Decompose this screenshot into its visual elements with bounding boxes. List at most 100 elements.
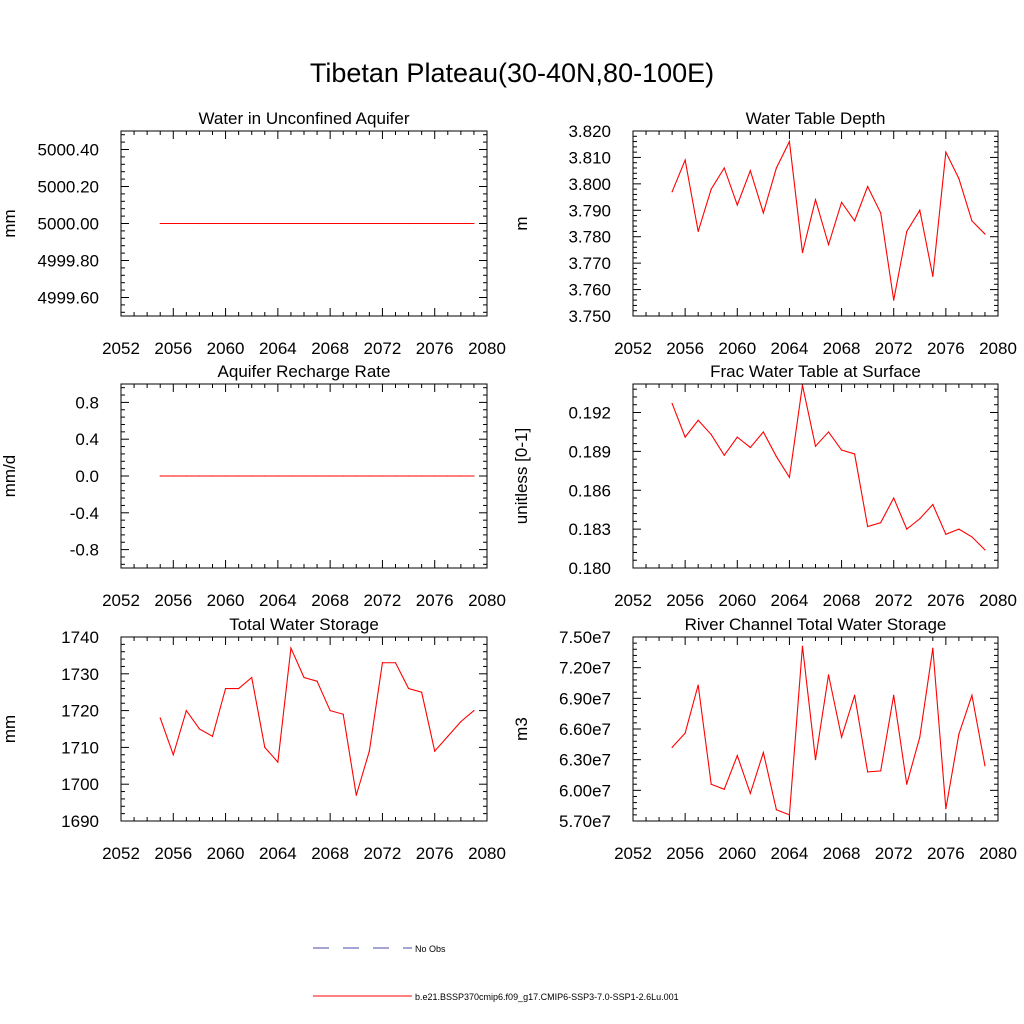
data-point	[880, 212, 882, 214]
data-point	[172, 475, 174, 477]
panels-container: Water in Unconfined Aquifer mm 2052 2056 206…	[0, 109, 1017, 863]
data-point	[710, 783, 712, 785]
data-point	[251, 676, 253, 679]
data-point	[473, 222, 475, 225]
y-tick-label: 1720	[61, 702, 99, 721]
data-point	[329, 222, 331, 225]
data-point	[264, 746, 266, 749]
data-point	[329, 710, 331, 712]
data-point	[447, 475, 449, 477]
data-point	[211, 222, 214, 225]
y-tick-label: 3.810	[568, 148, 611, 167]
y-tick-label: 4999.80	[38, 252, 99, 271]
legend-item-1: b.e21.BSSP370cmip6.f09_g17.CMIP6-SSP3-7.…	[313, 992, 679, 1002]
data-point	[224, 475, 227, 477]
data-point	[919, 518, 921, 520]
x-tick-label: 2064	[259, 339, 297, 358]
x-tick-label: 2064	[259, 591, 297, 610]
data-point	[264, 222, 266, 225]
data-point	[264, 475, 266, 477]
y-tick-label: 1690	[61, 812, 99, 831]
data-point	[906, 230, 908, 233]
data-point	[723, 454, 725, 456]
data-point	[473, 710, 475, 712]
data-point	[342, 475, 344, 477]
x-tick-label: 2064	[771, 591, 809, 610]
data-point	[723, 167, 725, 169]
x-tick-label: 2068	[311, 844, 349, 863]
y-tick-label: 7.20e7	[559, 659, 611, 678]
data-point	[381, 662, 384, 664]
data-point	[840, 449, 843, 451]
x-tick-label: 2076	[927, 339, 965, 358]
data-point	[434, 475, 436, 477]
y-axis-label: mm	[0, 209, 19, 237]
data-point	[407, 687, 410, 690]
data-point	[971, 220, 973, 222]
data-point	[407, 475, 410, 477]
data-point	[198, 728, 201, 730]
data-point	[251, 475, 253, 477]
data-point	[172, 754, 174, 756]
data-point	[421, 691, 423, 693]
x-tick-label: 2064	[771, 339, 809, 358]
data-point	[762, 212, 764, 214]
data-point	[919, 209, 921, 211]
data-point	[684, 732, 686, 734]
data-point	[251, 222, 253, 225]
y-tick-label: 3.750	[568, 307, 611, 326]
data-point	[749, 170, 751, 172]
plot-frame	[120, 636, 488, 822]
data-point	[854, 453, 856, 455]
data-point	[303, 222, 305, 225]
data-point	[434, 222, 436, 225]
x-tick-label: 2072	[364, 339, 402, 358]
panel-title: Frac Water Table at Surface	[710, 362, 921, 381]
data-point	[827, 244, 830, 246]
panel-total-water-storage: Total Water Storage mm 2052 2056 2060 2064 206…	[0, 615, 506, 863]
data-point	[447, 222, 449, 225]
data-point	[198, 222, 201, 225]
x-tick-label: 2064	[771, 844, 809, 863]
data-point	[671, 746, 673, 749]
y-tick-label: 0.0	[75, 467, 99, 486]
data-point	[368, 750, 370, 752]
data-point	[697, 419, 699, 421]
data-point	[277, 475, 279, 477]
data-point	[984, 549, 986, 551]
data-point	[185, 475, 187, 477]
y-tick-label: 0.8	[75, 393, 99, 412]
x-tick-label: 2080	[468, 844, 506, 863]
data-point	[355, 794, 357, 796]
panel-title: River Channel Total Water Storage	[685, 615, 947, 634]
y-tick-label: 0.183	[568, 520, 611, 539]
data-point	[277, 761, 279, 763]
data-point	[460, 721, 462, 723]
y-tick-label: 7.50e7	[559, 628, 611, 647]
x-tick-label: 2060	[207, 591, 245, 610]
plot-frame	[632, 636, 999, 822]
data-point	[381, 222, 384, 225]
panel-title: Aquifer Recharge Rate	[218, 362, 391, 381]
x-tick-label: 2068	[823, 591, 861, 610]
data-point	[854, 220, 856, 222]
series-line-0	[671, 646, 986, 816]
data-point	[211, 475, 214, 477]
y-tick-label: 5.70e7	[559, 812, 611, 831]
x-tick-label: 2080	[979, 844, 1017, 863]
x-tick-label: 2080	[979, 339, 1017, 358]
data-point	[840, 736, 843, 738]
x-tick-label: 2060	[718, 591, 756, 610]
x-tick-label: 2060	[718, 339, 756, 358]
x-tick-label: 2068	[311, 339, 349, 358]
data-point	[316, 680, 318, 682]
data-point	[801, 645, 804, 647]
data-point	[198, 475, 201, 477]
data-point	[460, 222, 462, 225]
panel-title: Water Table Depth	[746, 109, 886, 128]
data-point	[984, 765, 986, 767]
data-point	[893, 694, 895, 696]
data-point	[421, 222, 423, 225]
data-point	[827, 674, 830, 676]
y-tick-label: 1700	[61, 775, 99, 794]
